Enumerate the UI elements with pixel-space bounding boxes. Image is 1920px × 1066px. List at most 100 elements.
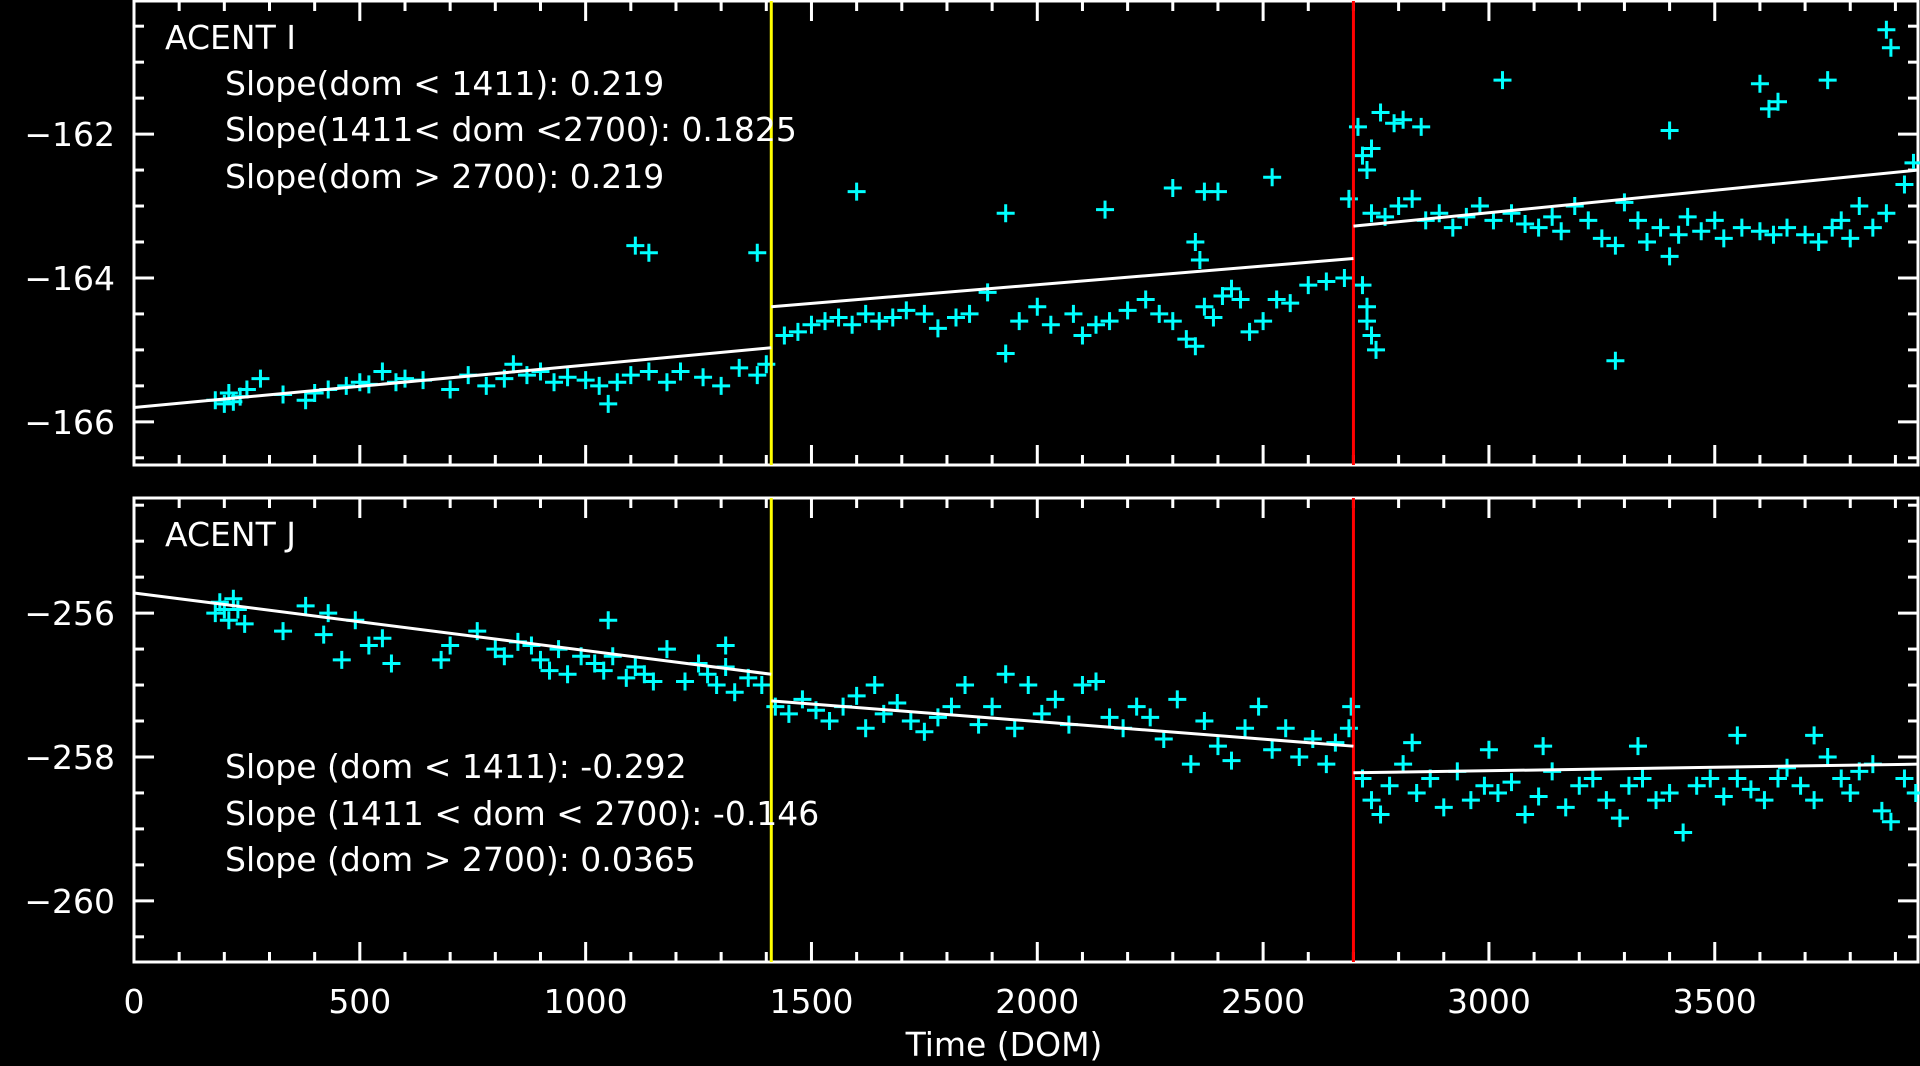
data-point (1638, 232, 1657, 251)
slope-label: Slope(dom < 1411): 0.219 (225, 64, 664, 103)
data-point (1809, 232, 1828, 251)
data-point (1755, 791, 1774, 810)
data-point (698, 665, 717, 684)
data-point (1583, 769, 1602, 788)
x-tick-label: 2500 (1221, 982, 1305, 1021)
data-point (983, 697, 1002, 716)
plot-frame (132, 0, 1920, 467)
fit-line (133, 591, 772, 676)
data-point (486, 640, 505, 659)
data-point (382, 654, 401, 673)
data-point (1768, 92, 1787, 111)
data-point (1362, 791, 1381, 810)
data-point (1367, 340, 1386, 359)
data-point (657, 640, 676, 659)
data-point (1150, 304, 1169, 323)
data-point (1674, 823, 1693, 842)
data-point (296, 391, 315, 410)
slope-label: Slope (1411 < dom < 2700): -0.146 (225, 794, 819, 833)
data-point (639, 243, 658, 262)
data-point (1732, 218, 1751, 237)
data-point (1606, 351, 1625, 370)
data-point (1628, 737, 1647, 756)
data-point (1010, 312, 1029, 331)
data-point (874, 704, 893, 723)
data-point (1823, 218, 1842, 237)
data-point (1190, 250, 1209, 269)
data-point (1461, 791, 1480, 810)
data-point (928, 708, 947, 727)
plot-frame (132, 496, 1920, 964)
data-point (1195, 297, 1214, 316)
data-point (1764, 225, 1783, 244)
data-point (504, 355, 523, 374)
data-point (531, 362, 550, 381)
data-point (1303, 729, 1322, 748)
data-point (960, 304, 979, 323)
data-point (235, 614, 254, 633)
data-point (1168, 690, 1187, 709)
data-point (1863, 218, 1882, 237)
data-point (608, 373, 627, 392)
panel-acent-i: −162 −164 −166 ACENT I Slope(dom < 1411): 0.… (24, 0, 1920, 467)
data-point (1357, 312, 1376, 331)
data-point (802, 315, 821, 334)
data-point (1556, 798, 1575, 817)
data-point (1818, 747, 1837, 766)
data-point (1895, 175, 1914, 194)
data-point (1796, 225, 1815, 244)
data-point (1394, 755, 1413, 774)
data-point (1570, 776, 1589, 795)
data-point (1534, 737, 1553, 756)
slope-label: Slope(dom > 2700): 0.219 (225, 157, 664, 196)
data-point (1714, 229, 1733, 248)
data-point (829, 308, 848, 327)
fit-line (1353, 168, 1919, 228)
data-point (1100, 708, 1119, 727)
data-point (1005, 719, 1024, 738)
data-point (816, 312, 835, 331)
data-point (1750, 222, 1769, 241)
data-point (1046, 690, 1065, 709)
data-point (1412, 117, 1431, 136)
data-point (996, 344, 1015, 363)
x-tick-label: 1500 (769, 982, 853, 1021)
data-point (1841, 229, 1860, 248)
data-point (1240, 322, 1259, 341)
data-point (1263, 168, 1282, 187)
data-point (1701, 769, 1720, 788)
y-tick-label: −166 (24, 403, 115, 442)
data-point (856, 719, 875, 738)
data-point (594, 661, 613, 680)
data-point (1493, 71, 1512, 90)
data-point (1651, 218, 1670, 237)
data-point (395, 369, 414, 388)
data-point (1222, 751, 1241, 770)
data-point (1362, 326, 1381, 345)
data-point (1299, 276, 1318, 295)
data-point (1615, 193, 1634, 212)
data-point (1236, 719, 1255, 738)
data-point (495, 647, 514, 666)
data-point (1610, 809, 1629, 828)
x-tick-label: 3000 (1447, 982, 1531, 1021)
data-point (901, 712, 920, 731)
data-point (1267, 290, 1286, 309)
data-point (296, 596, 315, 615)
data-point (1678, 207, 1697, 226)
data-point (1592, 229, 1611, 248)
data-point (1317, 272, 1336, 291)
data-point (1488, 783, 1507, 802)
data-point (1380, 776, 1399, 795)
data-point (1041, 315, 1060, 334)
data-point (671, 362, 690, 381)
x-axis-title: Time (DOM) (905, 1025, 1103, 1064)
data-point (576, 371, 595, 390)
data-point (1353, 276, 1372, 295)
data-point (793, 690, 812, 709)
data-point (359, 636, 378, 655)
data-point (1163, 179, 1182, 198)
data-point (1362, 139, 1381, 158)
data-point (725, 683, 744, 702)
